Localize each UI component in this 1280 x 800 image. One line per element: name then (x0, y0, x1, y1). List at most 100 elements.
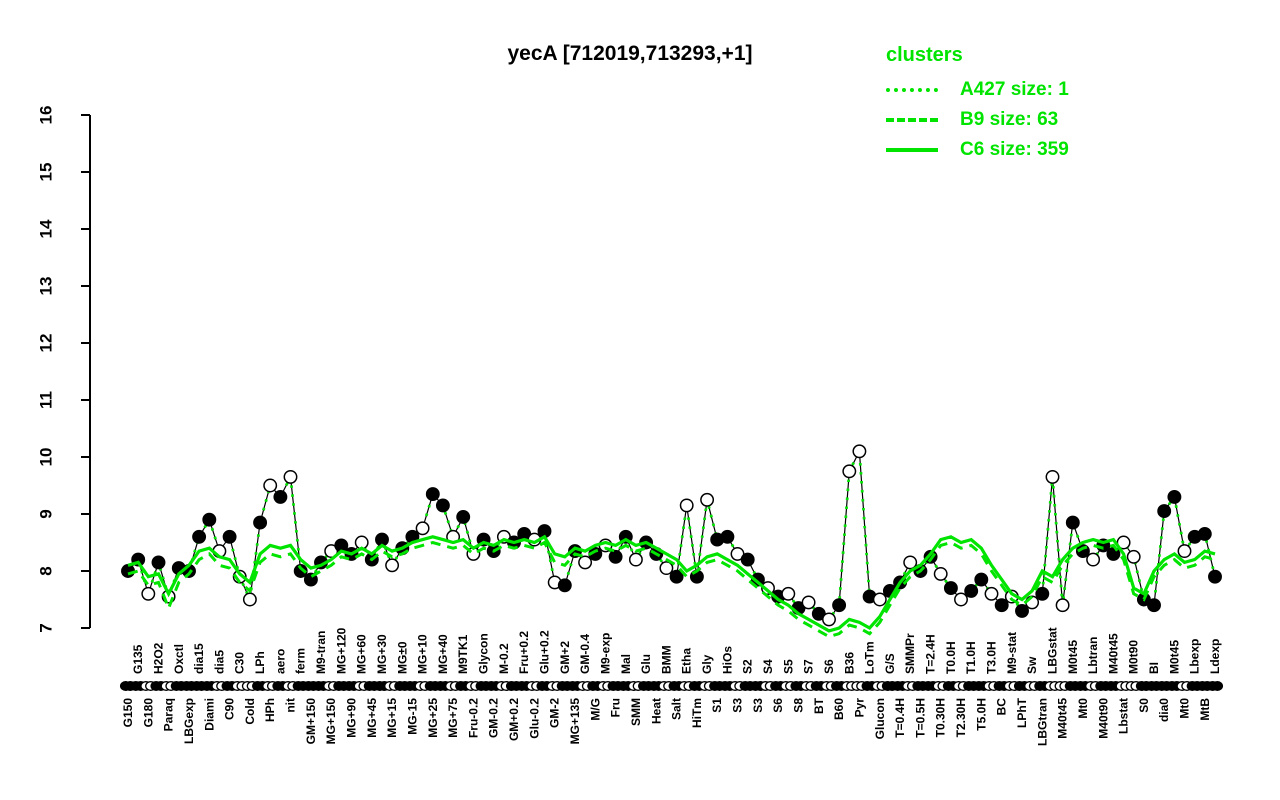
x-label-bottom: T0.30H (934, 698, 948, 737)
legend-entry-label: B9 size: 63 (960, 109, 1059, 130)
data-point (608, 549, 623, 564)
x-label-bottom: Glu-0.2 (527, 698, 541, 739)
x-label-top: S5 (781, 659, 795, 674)
x-label-bottom: Pyr (852, 698, 866, 718)
x-label-top: M0t45 (1167, 640, 1181, 674)
x-label-bottom: G180 (141, 698, 155, 728)
x-label-top: T3.0H (985, 641, 999, 674)
x-label-bottom: T2.30H (954, 698, 968, 737)
data-point (1055, 598, 1070, 613)
data-point (1177, 544, 1192, 559)
x-label-top: MG+120 (334, 627, 348, 674)
x-label-top: MG+60 (355, 634, 369, 674)
legend-entry: C6 size: 359 (886, 135, 1069, 165)
x-label-bottom: MG+25 (426, 698, 440, 738)
x-label-bottom: Paraq (162, 698, 176, 731)
y-tick-label: 8 (37, 566, 56, 575)
data-point (1015, 603, 1029, 618)
x-label-bottom: S8 (792, 698, 806, 713)
x-label-bottom: GM+0.2 (507, 698, 521, 741)
data-point (1035, 586, 1050, 601)
x-label-top: Glu (639, 654, 653, 674)
data-point (121, 564, 135, 578)
x-label-bottom: Cold (243, 698, 257, 725)
x-label-top: ferm (294, 648, 308, 674)
data-point (801, 595, 816, 610)
x-label-bottom: G150 (121, 698, 135, 728)
x-label-top: S2 (741, 659, 755, 674)
data-point (1126, 549, 1141, 564)
x-label-top: Gly (700, 654, 714, 674)
data-point (781, 586, 796, 601)
plot-title: yecA [712019,713293,+1] (507, 42, 753, 65)
x-label-top: Mal (619, 654, 633, 674)
x-label-top: M-0.2 (497, 643, 511, 674)
x-label-top: Oxctl (172, 644, 186, 674)
x-label-bottom: Fru-0.2 (466, 698, 480, 738)
x-label-top: Ldexp (1208, 639, 1222, 674)
x-label-top: Sw (1025, 656, 1039, 674)
x-label-top: BMM (659, 645, 673, 674)
data-point (852, 444, 867, 459)
x-label-top: SMMPr (903, 633, 917, 674)
data-point (1157, 504, 1172, 519)
y-tick-label: 7 (37, 623, 56, 632)
data-point (659, 561, 674, 576)
x-label-bottom: GM-0.2 (487, 698, 501, 738)
x-label-top: B36 (842, 652, 856, 674)
data-point (242, 592, 257, 607)
data-point (456, 509, 471, 524)
x-label-bottom: GM-2 (548, 698, 562, 728)
legend-entry: A427 size: 1 (886, 75, 1069, 105)
x-label-top: LPh (253, 651, 267, 674)
x-label-bottom: BT (812, 697, 826, 714)
data-point (822, 612, 836, 627)
x-label-bottom: SMM (629, 698, 643, 726)
data-point (933, 566, 948, 581)
data-point (903, 555, 918, 570)
x-label-bottom: Mt0 (1076, 698, 1090, 719)
x-label-top: M9-tran (314, 631, 328, 674)
x-label-bottom: LBGexp (182, 698, 196, 744)
data-point (842, 464, 857, 479)
dotted-line-icon (886, 88, 938, 92)
x-label-bottom: MG+135 (568, 698, 582, 745)
x-label-top: M0t45 (1066, 640, 1080, 674)
x-label-bottom: MG+45 (365, 698, 379, 738)
x-label-top: G135 (131, 644, 145, 674)
x-label-top: G/S (883, 653, 897, 674)
data-point (192, 529, 207, 544)
data-point (720, 529, 735, 544)
data-point (283, 469, 298, 484)
x-label-top: GM-0.4 (578, 634, 592, 674)
x-label-top: dia5 (212, 650, 226, 674)
cluster-b9-line (127, 540, 1216, 639)
data-point (994, 598, 1009, 613)
x-label-bottom: S1 (710, 698, 724, 713)
x-label-top: Etha (680, 648, 694, 674)
data-point (578, 555, 593, 570)
x-label-top: S6 (822, 659, 836, 674)
x-label-bottom: Glucon (873, 698, 887, 739)
x-label-bottom: MtB (1198, 698, 1212, 721)
data-point (1147, 598, 1161, 613)
x-label-top: Glu+0.2 (538, 630, 552, 674)
data-point (1065, 515, 1080, 530)
x-label-top: M9TK1 (456, 634, 470, 674)
x-label-top: MG+40 (436, 634, 450, 674)
x-label-top: MG+10 (416, 634, 430, 674)
x-label-top: M40t45 (1106, 633, 1120, 674)
data-point (832, 598, 847, 613)
x-label-top: M9-exp (599, 633, 613, 674)
data-point (435, 498, 450, 513)
data-point (974, 572, 989, 587)
x-label-top: BI (1147, 662, 1161, 674)
x-label-top: T1.0H (964, 641, 978, 674)
data-point (761, 581, 775, 596)
x-label-bottom: M40t90 (1096, 698, 1110, 739)
y-tick-label: 9 (37, 509, 56, 518)
x-label-bottom: HiTm (690, 698, 704, 728)
data-point (669, 569, 684, 584)
x-label-bottom: LPhT (1015, 697, 1029, 728)
data-point (700, 492, 715, 507)
